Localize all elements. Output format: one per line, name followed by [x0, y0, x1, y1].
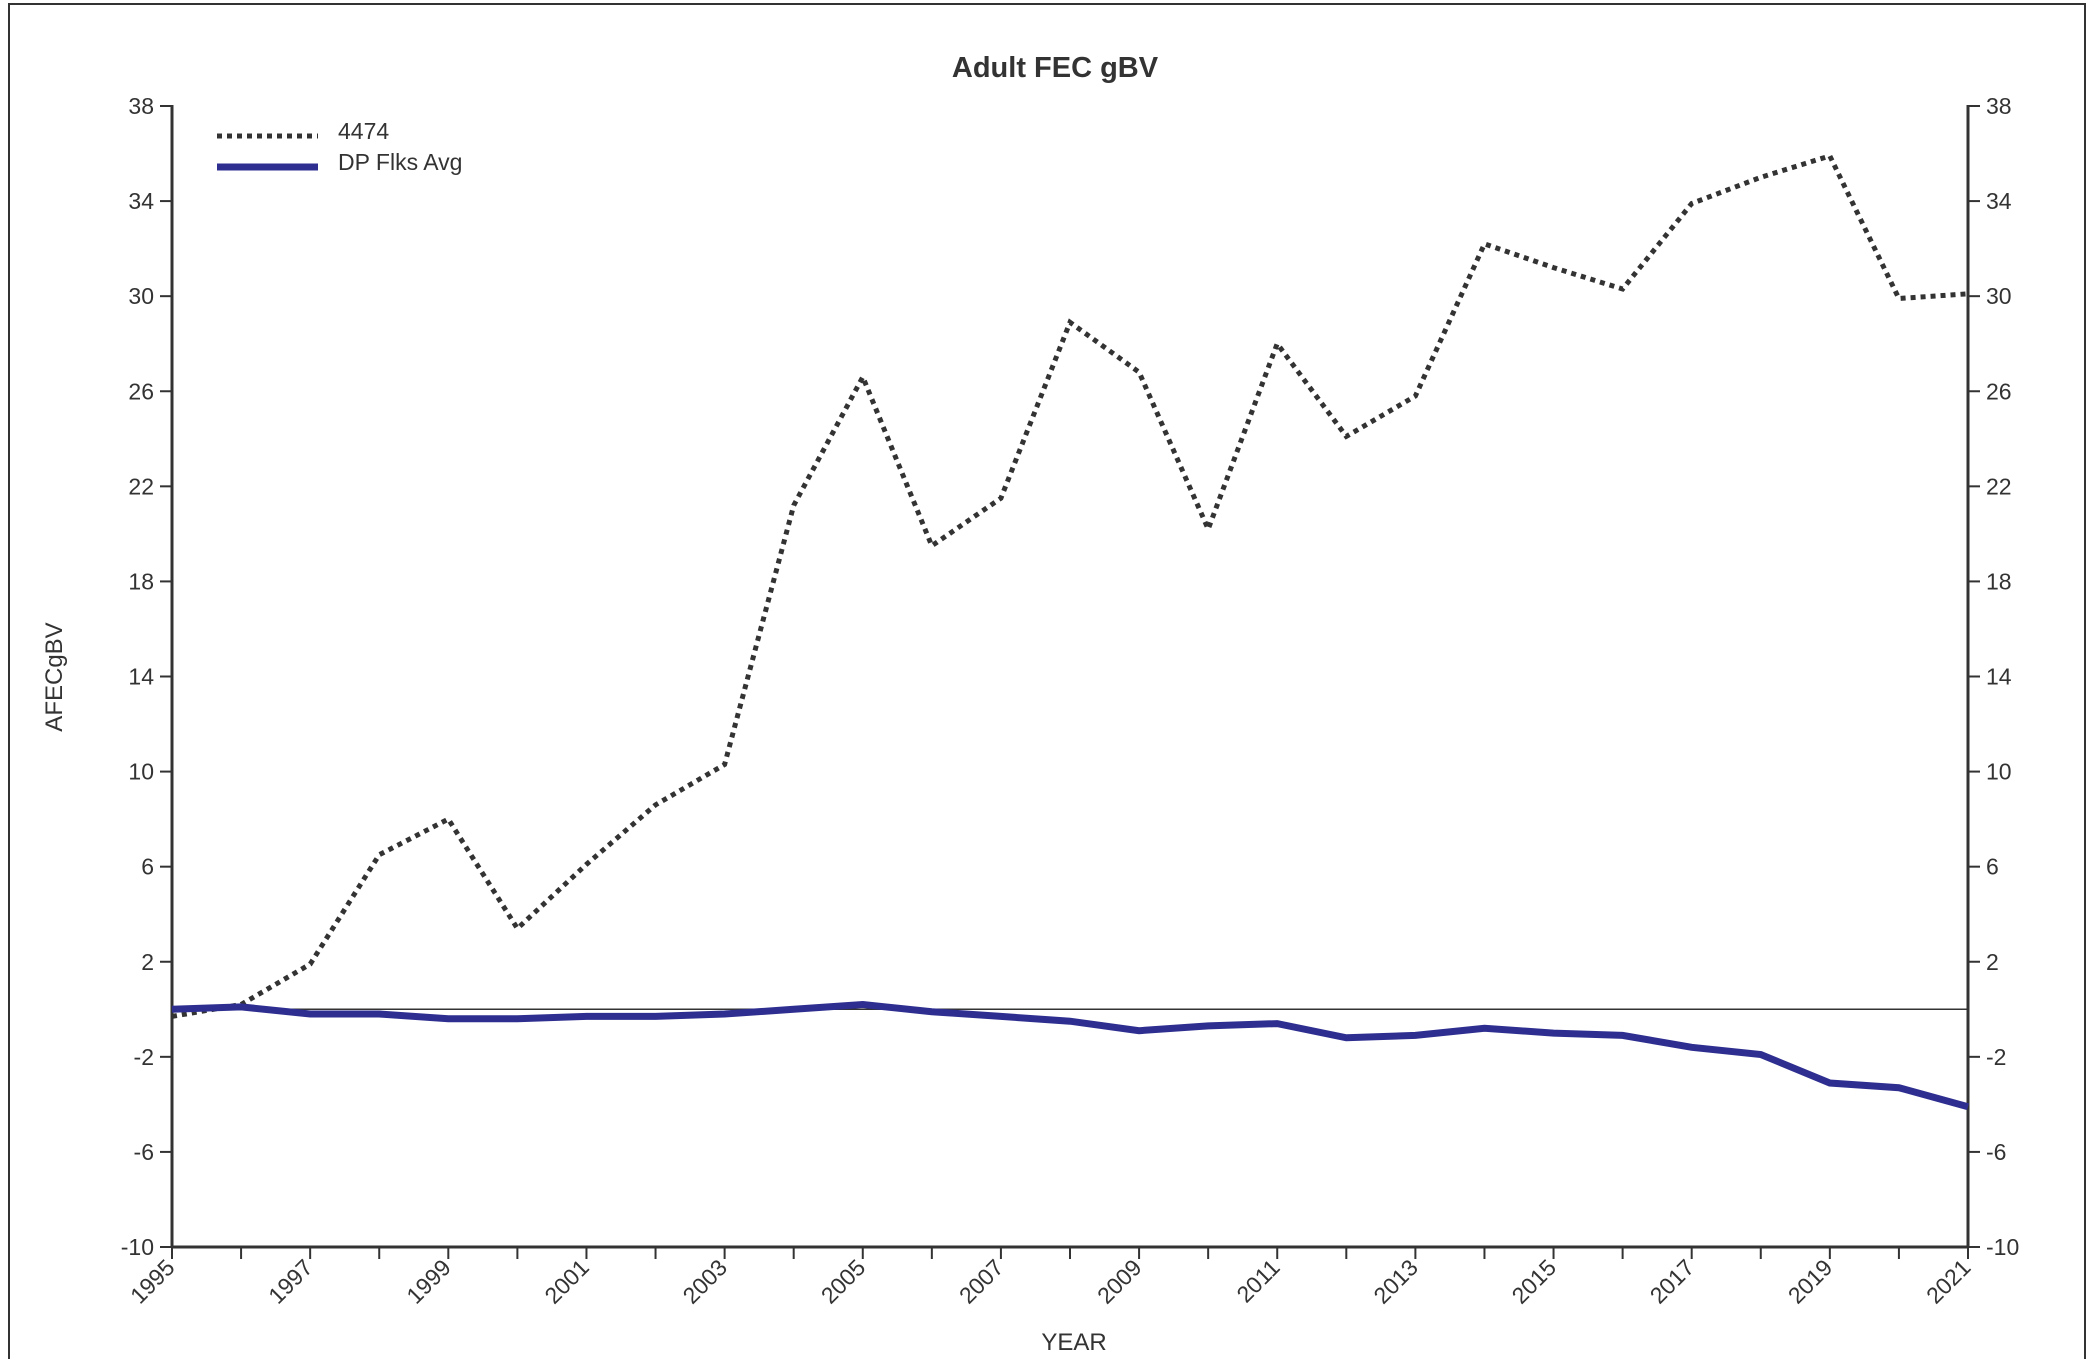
x-tick-label: 1999	[401, 1254, 456, 1309]
y-tick-label-right: 30	[1986, 283, 2012, 309]
y-tick-label-left: 38	[128, 93, 154, 119]
x-tick-label: 2013	[1368, 1254, 1423, 1309]
y-tick-label-right: 10	[1986, 759, 2012, 785]
series-line-1	[171, 152, 1969, 1019]
x-tick-label: 2015	[1507, 1254, 1562, 1309]
x-tick-label: 2021	[1921, 1254, 1976, 1309]
y-tick-label-left: 18	[128, 568, 154, 594]
y-tick-label-left: -10	[121, 1234, 154, 1260]
y-tick-label-right: 22	[1986, 473, 2012, 499]
y-tick-label-left: 6	[141, 854, 154, 880]
x-tick-label: 2011	[1231, 1254, 1284, 1307]
y-tick-label-left: 30	[128, 283, 154, 309]
y-tick-label-left: -2	[134, 1044, 154, 1070]
x-axis-label: YEAR	[1041, 1329, 1106, 1356]
x-tick-label: 2009	[1092, 1254, 1147, 1309]
y-tick-label-left: 26	[128, 378, 154, 404]
chart-title: Adult FEC gBV	[952, 52, 1159, 84]
x-tick-label: 1997	[263, 1254, 318, 1309]
x-tick-label: 2019	[1783, 1254, 1838, 1309]
series-line-2	[171, 1000, 1969, 1111]
y-tick-label-right: -6	[1986, 1139, 2006, 1165]
y-tick-label-right: 26	[1986, 378, 2012, 404]
y-tick-label-right: -10	[1986, 1234, 2019, 1260]
x-tick-label: 2007	[954, 1254, 1009, 1309]
legend-label-2: DP Flks Avg	[338, 149, 462, 175]
y-tick-label-right: -2	[1986, 1044, 2006, 1070]
y-tick-label-right: 2	[1986, 949, 1999, 975]
y-tick-label-right: 14	[1986, 664, 2012, 690]
x-tick-label: 2003	[678, 1254, 733, 1309]
y-tick-label-left: 10	[128, 759, 154, 785]
y-tick-label-left: 22	[128, 473, 154, 499]
y-tick-label-right: 38	[1986, 93, 2012, 119]
chart-frame: Adult FEC gBV -10 -10 -6 -6 -2 -2 2 2 6 6 10 10 14 14…	[8, 3, 2086, 1359]
legend-label-1: 4474	[338, 118, 389, 144]
y-tick-label-left: 34	[128, 188, 154, 214]
x-tick-label: 2017	[1645, 1254, 1700, 1309]
y-tick-label-right: 34	[1986, 188, 2012, 214]
x-tick-label: 1995	[125, 1254, 180, 1309]
y-tick-label-left: 2	[141, 949, 154, 975]
y-tick-label-right: 6	[1986, 854, 1999, 880]
y-tick-label-left: -6	[134, 1139, 154, 1165]
x-tick-label: 2001	[539, 1254, 594, 1309]
y-tick-label-left: 14	[128, 664, 154, 690]
x-tick-label: 2005	[816, 1254, 871, 1309]
y-axis-label: AFECgBV	[41, 622, 68, 731]
y-tick-label-right: 18	[1986, 568, 2012, 594]
